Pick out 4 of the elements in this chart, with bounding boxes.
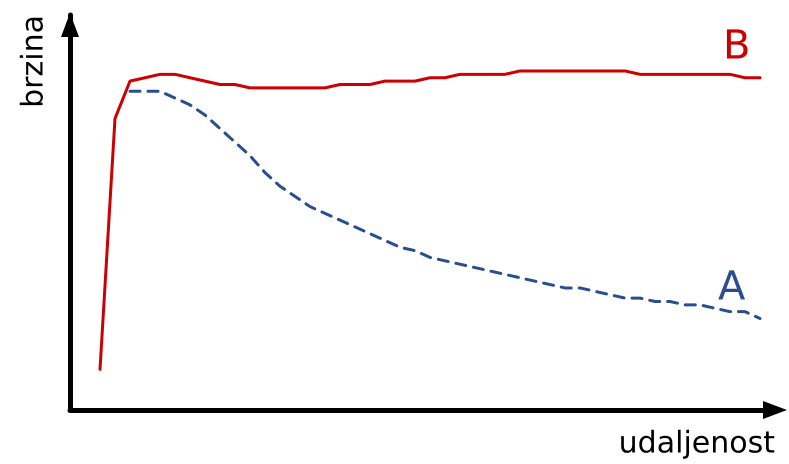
series-label: A [718,263,746,310]
x-axis-title: udaljenost [618,426,776,460]
y-axis-title: brzina [16,15,50,108]
series-label: B [723,22,750,69]
